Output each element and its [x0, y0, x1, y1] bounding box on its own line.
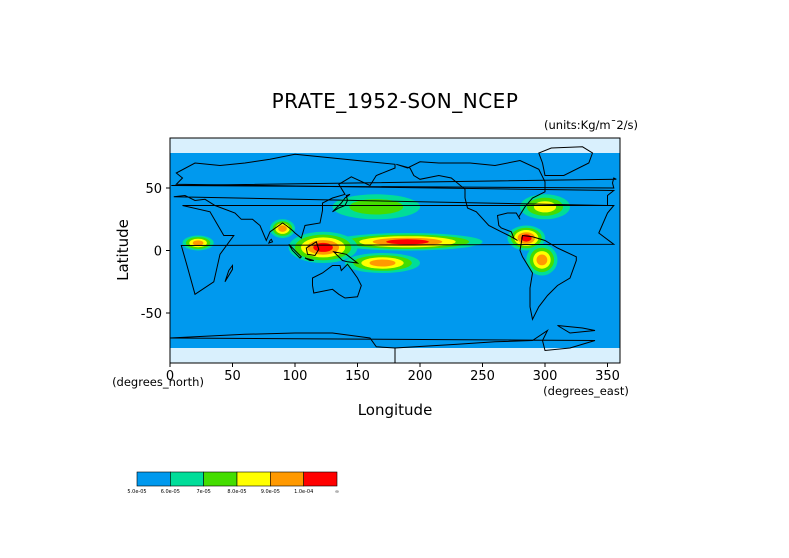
coastline-9: [288, 243, 303, 259]
coastline-5: [763, 264, 789, 298]
x-axis-title: Longitude: [358, 401, 433, 419]
x-tick-label-200: 200: [408, 369, 433, 384]
precip-cell-bay-of-bengal-4: [278, 225, 287, 232]
coastline-2: [396, 159, 546, 241]
chart-title: PRATE_1952-SON_NCEP: [272, 89, 519, 113]
colorbar-label-1: 6.0e-05: [161, 489, 180, 495]
coastline-6: [619, 337, 620, 339]
colorbar-swatch-5: [303, 471, 338, 487]
coastlines: [0, 146, 789, 364]
coastline-5: [312, 263, 362, 299]
coastline-7: [783, 194, 789, 212]
precip-cell-central-africa-4: [192, 240, 204, 246]
colorbar-swatch-2: [203, 471, 238, 487]
y-tick-label--50: -50: [141, 307, 162, 322]
coastline-13: [675, 266, 683, 282]
colorbar-swatch-4: [270, 471, 304, 487]
colorbar-label-5: 1.0e-04: [294, 489, 313, 495]
coastline-4: [89, 147, 143, 176]
coastline-14: [267, 238, 274, 244]
colorbar-swatch-1: [170, 471, 204, 487]
coastline-10: [755, 258, 764, 261]
coastline-12: [332, 250, 360, 264]
x-tick-label-50: 50: [224, 369, 241, 384]
precip-cell-spcz-4: [369, 259, 396, 267]
coastline-11: [305, 241, 320, 257]
coastline-11: [756, 242, 769, 256]
y-axis: -50 0 50: [141, 182, 170, 322]
coastline-3: [519, 234, 577, 321]
x-axis: 0 50 100 150 200 250 300 350: [166, 363, 620, 384]
coastline-2: [0, 161, 95, 241]
y-unit-note: (degrees_north): [112, 375, 204, 389]
plot-area: [0, 138, 789, 364]
coastline-1: [0, 154, 164, 240]
colorbar-swatch-0: [136, 471, 171, 487]
coastline-15: [557, 325, 596, 334]
coastline-0: [0, 206, 164, 295]
colorbar-label-6: ∞: [335, 489, 339, 495]
x-tick-label-350: 350: [595, 369, 620, 384]
coastline-0: [180, 205, 616, 296]
precip-cell-amazon-4: [536, 254, 548, 266]
x-tick-label-150: 150: [345, 369, 370, 384]
precip-cell-gulf-stream-3: [533, 201, 557, 213]
missing-band-1: [170, 138, 620, 153]
coastline-10: [304, 257, 314, 261]
colorbar-label-3: 8.0e-05: [227, 489, 246, 495]
coastline-1: [624, 154, 789, 240]
colorbar-label-2: 7e-05: [196, 489, 210, 495]
y-axis-title: Latitude: [114, 219, 132, 281]
colorbar: 5.0e-05 6.0e-05 7e-05 8.0e-05 9.0e-05 1.0e-04…: [127, 471, 339, 495]
colorbar-label-0: 5.0e-05: [127, 489, 146, 495]
coastline-8: [171, 177, 617, 189]
units-label: (units:Kg/m¯2/s): [544, 118, 638, 132]
coastline-1: [173, 153, 616, 242]
colorbar-label-4: 9.0e-05: [261, 489, 280, 495]
y-tick-label-50: 50: [145, 182, 162, 197]
coastline-8: [0, 178, 166, 188]
coastline-9: [739, 244, 752, 258]
coastline-4: [538, 146, 594, 176]
x-tick-label-300: 300: [533, 369, 558, 384]
coastline-12: [784, 252, 789, 263]
y-tick-label-0: 0: [154, 245, 162, 260]
precip-cell-kuroshio-storm-track-2: [349, 199, 404, 215]
x-unit-note: (degrees_east): [543, 384, 629, 398]
coastline-6: [0, 331, 145, 364]
colorbar-swatch-3: [236, 471, 271, 487]
x-tick-label-250: 250: [470, 369, 495, 384]
coastline-0: [631, 206, 789, 295]
coastline-8: [621, 178, 789, 188]
coastline-15: [108, 326, 146, 334]
precip-cell-maritime-continent-5: [313, 242, 333, 252]
coastline-14: [719, 239, 723, 243]
precip-cell-itcz-pacific-5: [386, 239, 429, 245]
coastline-13: [224, 263, 233, 283]
coastline-7: [332, 193, 351, 213]
x-tick-label-0: 0: [166, 369, 174, 384]
x-tick-label-100: 100: [283, 369, 308, 384]
coastline-6: [170, 329, 596, 363]
